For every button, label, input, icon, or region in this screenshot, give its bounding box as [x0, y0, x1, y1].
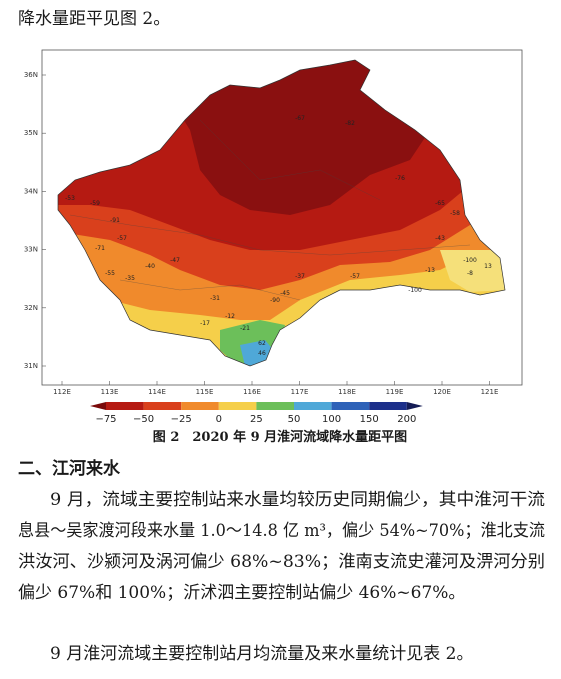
- lon-label: 121E: [481, 388, 499, 396]
- colorbar-label: 0: [216, 414, 222, 425]
- map-label: -58: [450, 210, 460, 217]
- map-label: -71: [95, 245, 105, 252]
- map-label: -13: [425, 267, 435, 274]
- lat-label: 36N: [24, 71, 38, 79]
- lon-label: 112E: [53, 388, 71, 396]
- paragraph-line: 洪汝河、沙颍河及涡河偏少 68%~83%；淮南支流史灌河及淠河分别: [18, 552, 545, 572]
- map-label: -53: [65, 195, 75, 202]
- figure-caption: 图 2 2020 年 9 月淮河流域降水量距平图: [153, 429, 407, 445]
- colorbar-label: 25: [250, 414, 263, 425]
- map-label: -90: [270, 297, 280, 304]
- lon-label: 118E: [338, 388, 356, 396]
- map-label: -17: [200, 320, 210, 327]
- lon-label: 117E: [291, 388, 309, 396]
- lon-label: 119E: [386, 388, 404, 396]
- lon-label: 115E: [196, 388, 214, 396]
- map-label: -57: [117, 235, 127, 242]
- lon-label: 116E: [243, 388, 261, 396]
- map-label: -47: [170, 257, 180, 264]
- colorbar-segment: [106, 402, 144, 410]
- lat-label: 31N: [24, 362, 38, 370]
- section-heading: 二、江河来水: [18, 458, 121, 479]
- map-figure: [41, 49, 523, 386]
- map-label: -91: [110, 217, 120, 224]
- map-label: -37: [295, 273, 305, 280]
- lat-label: 35N: [24, 129, 38, 137]
- paragraph-line: 息县～吴家渡河段来水量 1.0～14.8 亿 m³，偏少 54%~70%；淮北支…: [18, 521, 545, 541]
- map-label: -65: [435, 200, 445, 207]
- lon-label: 113E: [101, 388, 119, 396]
- zone-light: [440, 250, 505, 292]
- map-label: -12: [225, 313, 235, 320]
- basin-outline: [57, 59, 506, 367]
- map-label: -100: [408, 287, 422, 294]
- colorbar-arrow: [90, 402, 106, 410]
- colorbar-segment: [218, 402, 257, 410]
- colorbar-label: 100: [322, 414, 341, 425]
- map-label: -100: [463, 257, 477, 264]
- colorbar-segment: [143, 402, 182, 410]
- paragraph-line: 9 月淮河流域主要控制站月均流量及来水量统计见表 2。: [50, 644, 473, 664]
- colorbar-label: −75: [95, 414, 116, 425]
- colorbar-label: −25: [171, 414, 192, 425]
- paragraph-line: 偏少 67%和 100%；沂沭泗主要控制站偏少 46%~67%。: [18, 583, 465, 603]
- colorbar-label: 50: [288, 414, 301, 425]
- rivers: [69, 119, 471, 301]
- map-label: -67: [295, 115, 305, 122]
- colorbar-segment: [181, 402, 219, 410]
- paragraph-line: 9 月，流域主要控制站来水量均较历史同期偏少，其中淮河干流: [50, 490, 545, 510]
- map-label: 13: [484, 263, 492, 270]
- map-label: -45: [280, 290, 290, 297]
- map-label: -82: [345, 120, 355, 127]
- colorbar-label: 150: [360, 414, 379, 425]
- map-label: -8: [467, 270, 473, 277]
- map-label: -35: [125, 275, 135, 282]
- colorbar-label: −50: [133, 414, 154, 425]
- colorbar-label: 200: [397, 414, 416, 425]
- map-label: 46: [258, 350, 266, 357]
- map-label: -43: [435, 235, 445, 242]
- map-label: -57: [350, 273, 360, 280]
- colorbar: −75 −50 −25 0 25 50 100 150 200: [90, 402, 423, 425]
- map-label: -59: [90, 200, 100, 207]
- map-label: -55: [105, 270, 115, 277]
- header-text: 降水量距平见图 2。: [18, 9, 170, 29]
- colorbar-segment: [256, 402, 294, 410]
- map-label: -76: [395, 175, 405, 182]
- lat-label: 32N: [24, 304, 38, 312]
- map-labels: -53-59-91-57-71-40-47-55-35-17-12-21-45-…: [65, 115, 492, 357]
- colorbar-segment: [294, 402, 332, 410]
- map-axes: 36N 35N 34N 33N 32N 31N 112E 113E 114E 115E 116E 11…: [24, 71, 499, 396]
- lon-label: 114E: [148, 388, 166, 396]
- lat-label: 33N: [24, 246, 38, 254]
- colorbar-segment: [369, 402, 407, 410]
- map-label: -31: [210, 295, 220, 302]
- lat-label: 34N: [24, 187, 38, 195]
- lon-label: 120E: [433, 388, 451, 396]
- colorbar-segment: [331, 402, 370, 410]
- colorbar-arrow: [406, 402, 423, 410]
- map-label: 62: [258, 340, 266, 347]
- map-label: -40: [145, 263, 155, 270]
- map-label: -21: [240, 325, 250, 332]
